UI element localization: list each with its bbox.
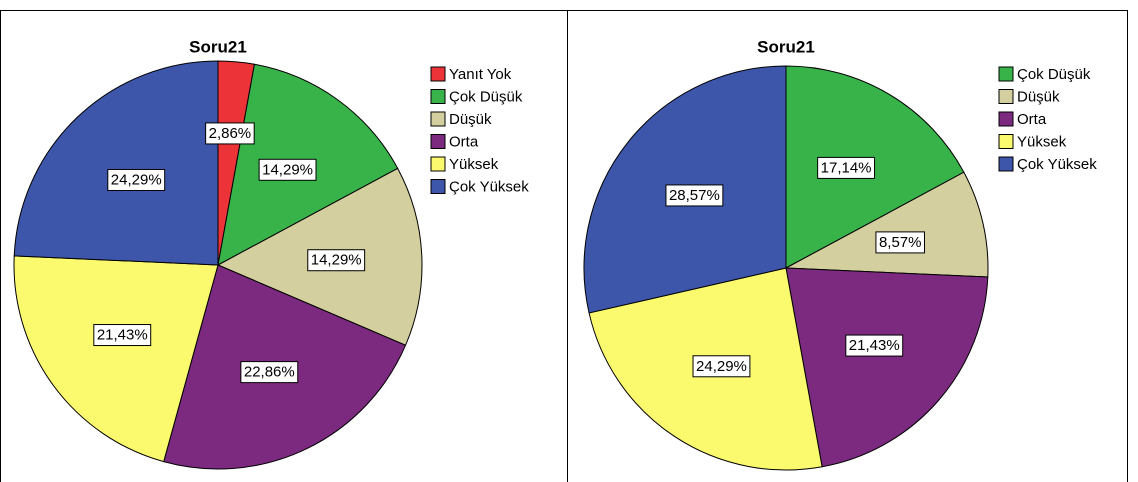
legend-swatch: [430, 179, 446, 194]
data-label-box: [875, 231, 925, 254]
pie-slice: [785, 267, 989, 468]
legend-swatch: [430, 89, 446, 104]
legend-swatch: [430, 66, 446, 82]
legend-label: Çok Yüksek: [1017, 156, 1097, 173]
legend-swatch: [998, 134, 1014, 149]
pie-slice: [784, 171, 989, 278]
pie-slice: [13, 60, 219, 266]
legend-label: Çok Yüksek: [449, 178, 529, 195]
data-label: 8,57%: [879, 234, 922, 251]
legend-label: Yanıt Yok: [449, 66, 512, 83]
data-label-box: [692, 355, 751, 378]
data-label: 24,29%: [696, 358, 747, 375]
data-label: 28,57%: [669, 187, 720, 204]
legend-swatch: [998, 66, 1014, 82]
data-label-box: [817, 156, 876, 179]
data-label: 22,86%: [244, 364, 295, 381]
data-label-box: [307, 249, 366, 272]
legend-label: Yüksek: [1017, 133, 1067, 150]
data-label: 14,29%: [262, 161, 313, 178]
chart-title: Soru21: [757, 37, 815, 56]
legend-label: Düşük: [1017, 88, 1060, 105]
data-label-box: [665, 184, 724, 207]
data-label-box: [205, 122, 255, 145]
legend-swatch: [430, 156, 446, 172]
legend-swatch: [998, 111, 1014, 127]
legend-swatch: [998, 156, 1014, 172]
data-label: 24,29%: [111, 171, 162, 188]
data-label-box: [93, 324, 152, 347]
legend-swatch: [430, 111, 446, 127]
legend-label: Yüksek: [449, 156, 499, 173]
legend-label: Düşük: [449, 111, 492, 128]
frame: [0, 10, 1128, 482]
data-label-box: [240, 361, 299, 384]
chart-title: Soru21: [189, 37, 247, 56]
legend-label: Orta: [1017, 111, 1047, 128]
data-label: 14,29%: [311, 252, 362, 269]
data-label-box: [258, 158, 317, 181]
legend-label: Çok Düşük: [449, 88, 523, 105]
legend-swatch: [998, 89, 1014, 104]
data-label-box: [107, 168, 166, 191]
data-label: 17,14%: [821, 159, 872, 176]
data-label-box: [845, 334, 904, 357]
legend-label: Orta: [449, 133, 479, 150]
data-label: 2,86%: [209, 125, 252, 142]
pie-slice: [13, 255, 219, 463]
data-label: 21,43%: [97, 327, 148, 344]
data-label: 21,43%: [849, 337, 900, 354]
legend-label: Çok Düşük: [1017, 66, 1091, 83]
legend-swatch: [430, 134, 446, 149]
